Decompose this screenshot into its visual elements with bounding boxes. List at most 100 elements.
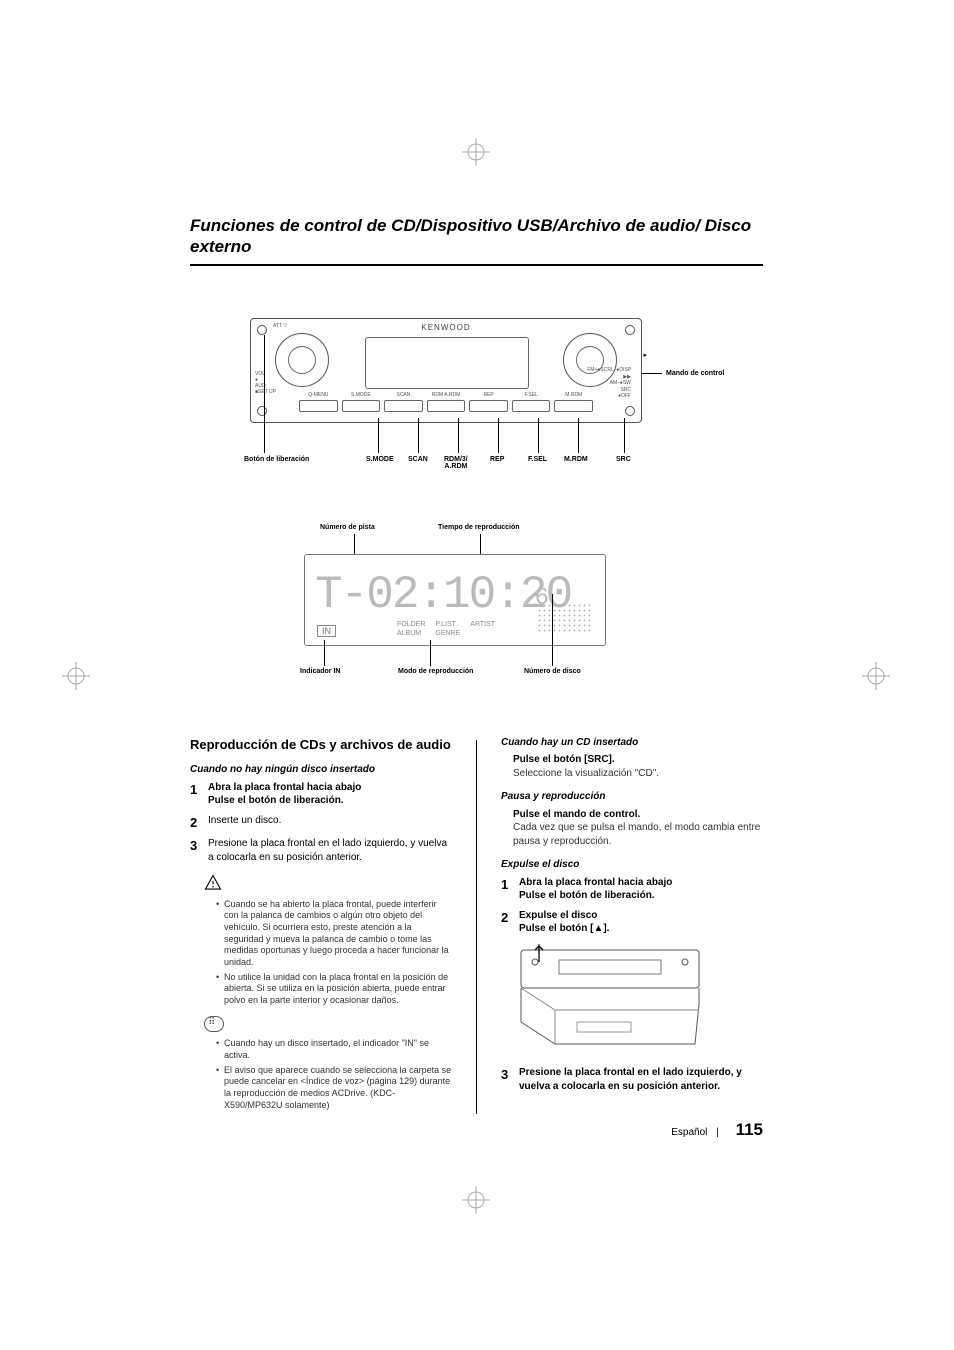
section-heading: Reproducción de CDs y archivos de audio: [190, 736, 452, 754]
instruction: Pulse el mando de control.: [513, 808, 763, 822]
face-button: [512, 400, 551, 412]
leader-line: [430, 640, 431, 666]
btn-lbl: S.MODE: [342, 392, 381, 398]
label-release: Botón de liberación: [244, 456, 309, 463]
text-columns: Reproducción de CDs y archivos de audio …: [190, 736, 763, 1115]
note-item: El aviso que aparece cuando se seleccion…: [216, 1065, 452, 1112]
warning-item: Cuando se ha abierto la placa frontal, p…: [216, 899, 452, 969]
label-src: SRC: [616, 456, 631, 463]
btn-lbl: SCAN: [384, 392, 423, 398]
label-mode: Modo de reproducción: [398, 668, 473, 675]
leader-line: [642, 373, 662, 374]
screw-icon: [257, 406, 267, 416]
lcd-mode: ARTIST: [470, 621, 495, 628]
brand-label: KENWOOD: [421, 323, 470, 332]
lcd-mode: P.LIST: [435, 621, 460, 628]
radio-body: KENWOOD ATT ▽ VOL ● AUD ■SET UP ▸ FM+●SC…: [250, 318, 642, 423]
lcd-diagram: Número de pista Tiempo de reproducción T…: [250, 524, 823, 694]
face-button: [554, 400, 593, 412]
radio-display: [365, 337, 529, 389]
step-body: Expulse el disco Pulse el botón [▲].: [519, 909, 763, 936]
leader-line: [538, 418, 539, 453]
leader-line: [578, 418, 579, 453]
step-line: Abra la placa frontal hacia abajo: [208, 781, 452, 795]
screw-icon: [625, 406, 635, 416]
step-line: Presione la placa frontal en el lado izq…: [519, 1066, 763, 1093]
step: 2 Inserte un disco.: [190, 814, 452, 832]
leader-line: [624, 418, 625, 453]
label-fsel: F.SEL: [528, 456, 547, 463]
label-disc: Número de disco: [524, 668, 581, 675]
att-label: ATT ▽: [273, 323, 287, 329]
btn-lbl: REP: [469, 392, 508, 398]
note-list: Cuando hay un disco insertado, el indica…: [216, 1038, 452, 1111]
step: 1 Abra la placa frontal hacia abajo Puls…: [190, 781, 452, 808]
lcd-mode-grid: FOLDER P.LIST ARTIST ALBUM GENRE: [397, 621, 495, 637]
label-time: Tiempo de reproducción: [438, 524, 520, 531]
btn-lbl: M.RDM: [554, 392, 593, 398]
step-line: Presione la placa frontal en el lado izq…: [208, 837, 452, 864]
btn-lbl: Q-MENU: [299, 392, 338, 398]
instruction-detail: Seleccione la visualización "CD".: [513, 767, 763, 781]
btn-lbl: RDM A.RDM: [427, 392, 466, 398]
footer-page: 115: [736, 1120, 763, 1139]
warning-icon: [204, 874, 222, 897]
step: 1 Abra la placa frontal hacia abajo Puls…: [501, 876, 763, 903]
subheading: Cuando no hay ningún disco insertado: [190, 763, 452, 777]
subheading: Cuando hay un CD insertado: [501, 736, 763, 750]
reg-mark-bottom: [462, 1186, 490, 1219]
label-mrdm: M.RDM: [564, 456, 588, 463]
footer-sep: |: [716, 1127, 719, 1138]
page: Funciones de control de CD/Dispositivo U…: [190, 215, 763, 1114]
face-button: [299, 400, 338, 412]
step-number: 2: [190, 814, 202, 832]
step-line: Pulse el botón de liberación.: [208, 794, 452, 808]
warning-list: Cuando se ha abierto la placa frontal, p…: [216, 899, 452, 1007]
screw-icon: [625, 325, 635, 335]
step-number: 1: [501, 876, 513, 903]
vol-label: VOL ● AUD ■SET UP: [255, 371, 276, 395]
reg-mark-right: [862, 662, 890, 695]
left-column: Reproducción de CDs y archivos de audio …: [190, 736, 452, 1115]
step: 2 Expulse el disco Pulse el botón [▲].: [501, 909, 763, 936]
subheading: Pausa y reproducción: [501, 790, 763, 804]
footer-lang: Español: [671, 1127, 707, 1138]
button-labels-row: Q-MENU S.MODE SCAN RDM A.RDM REP F.SEL M…: [299, 392, 593, 398]
note-item: Cuando hay un disco insertado, el indica…: [216, 1038, 452, 1061]
lcd-main-text: T-02:10:20: [315, 569, 571, 621]
label-rdm: RDM/3/ A.RDM: [444, 456, 468, 470]
step-line: Pulse el botón [▲].: [519, 922, 763, 936]
lcd-mode: FOLDER: [397, 621, 425, 628]
radio-diagram: KENWOOD ATT ▽ VOL ● AUD ■SET UP ▸ FM+●SC…: [250, 318, 823, 508]
left-dial: [275, 333, 329, 387]
label-rep: REP: [490, 456, 504, 463]
label-track: Número de pista: [320, 524, 375, 531]
src-labels: FM+●SCRL ●DISP ▶▶ AM–●SW SRC ●OFF: [587, 367, 631, 400]
step-line: Abra la placa frontal hacia abajo: [519, 876, 763, 890]
lcd-dot-matrix: [537, 603, 591, 633]
leader-line: [498, 418, 499, 453]
lcd-mode: GENRE: [435, 630, 460, 637]
play-icon: ▸: [643, 351, 647, 359]
label-mando: Mando de control: [666, 370, 724, 377]
reg-mark-left: [62, 662, 90, 695]
label-scan: SCAN: [408, 456, 428, 463]
lcd-mode: ALBUM: [397, 630, 425, 637]
leader-line: [418, 418, 419, 453]
leader-line: [324, 640, 325, 666]
step-number: 3: [501, 1066, 513, 1093]
lcd-body: T-02:10:20 6 IN FOLDER P.LIST ARTIST ALB…: [304, 554, 606, 646]
face-button: [469, 400, 508, 412]
leader-line: [458, 418, 459, 453]
instruction: Pulse el botón [SRC].: [513, 753, 763, 767]
label-smode: S.MODE: [366, 456, 394, 463]
step: 3 Presione la placa frontal en el lado i…: [501, 1066, 763, 1093]
page-title: Funciones de control de CD/Dispositivo U…: [190, 215, 763, 266]
leader-line: [264, 335, 265, 453]
step-line: Expulse el disco: [519, 909, 763, 923]
button-row: [299, 400, 593, 412]
lcd-in-indicator: IN: [317, 625, 336, 637]
subheading: Expulse el disco: [501, 858, 763, 872]
column-divider: [476, 740, 477, 1115]
screw-icon: [257, 325, 267, 335]
